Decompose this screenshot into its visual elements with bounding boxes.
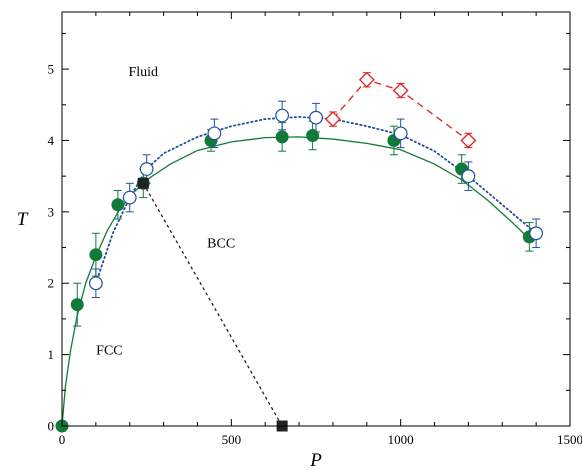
data-point-filled-circle: [70, 298, 84, 312]
data-point-filled-square: [137, 177, 149, 189]
markers-layer: [55, 71, 544, 433]
data-point-open-diamond: [392, 82, 409, 99]
data-point-filled-circle: [306, 128, 320, 142]
data-point-open-diamond: [460, 132, 477, 149]
data-point-open-circle: [393, 126, 408, 141]
x-tick-label: 1500: [557, 432, 582, 447]
data-point-open-circle: [461, 169, 476, 184]
x-axis-title: P: [309, 450, 322, 470]
data-point-open-circle: [122, 190, 137, 205]
region-label-bcc: BCC: [207, 237, 235, 252]
data-point-open-circle: [88, 276, 103, 291]
errorbars-layer: [73, 72, 541, 327]
data-point-filled-circle: [111, 198, 125, 212]
data-point-open-circle: [207, 126, 222, 141]
curve-solid: [61, 136, 530, 427]
y-tick-label: 5: [48, 62, 55, 77]
y-tick-label: 4: [48, 133, 55, 148]
y-tick-label: 1: [48, 347, 55, 362]
region-label-fluid: Fluid: [128, 65, 158, 80]
curve-short-dashed: [142, 182, 283, 427]
y-tick-label: 0: [48, 419, 55, 434]
axes-layer: 0 500 1000 1500 0 1 2 3 4 5: [48, 11, 582, 447]
y-axis-title: T: [17, 209, 29, 230]
x-tick-label: 0: [59, 432, 66, 447]
data-point-open-diamond: [358, 71, 375, 88]
y-tick-label: 2: [48, 276, 55, 291]
plot-frame: [61, 11, 571, 427]
curve-dashed: [332, 79, 469, 142]
region-label-fcc: FCC: [96, 344, 122, 359]
x-tick-label: 500: [222, 432, 242, 447]
data-point-open-diamond: [325, 111, 341, 127]
data-point-open-circle: [529, 226, 544, 241]
data-point-open-circle: [139, 162, 154, 176]
data-point-filled-circle: [275, 130, 289, 144]
labels-layer: P T Fluid BCC FCC: [17, 65, 322, 470]
y-tick-label: 3: [48, 204, 55, 219]
data-point-filled-circle: [89, 248, 103, 262]
data-point-open-circle: [275, 108, 290, 123]
x-tick-label: 1000: [388, 432, 414, 447]
data-point-open-circle: [309, 110, 323, 125]
curves-layer: [61, 79, 538, 427]
